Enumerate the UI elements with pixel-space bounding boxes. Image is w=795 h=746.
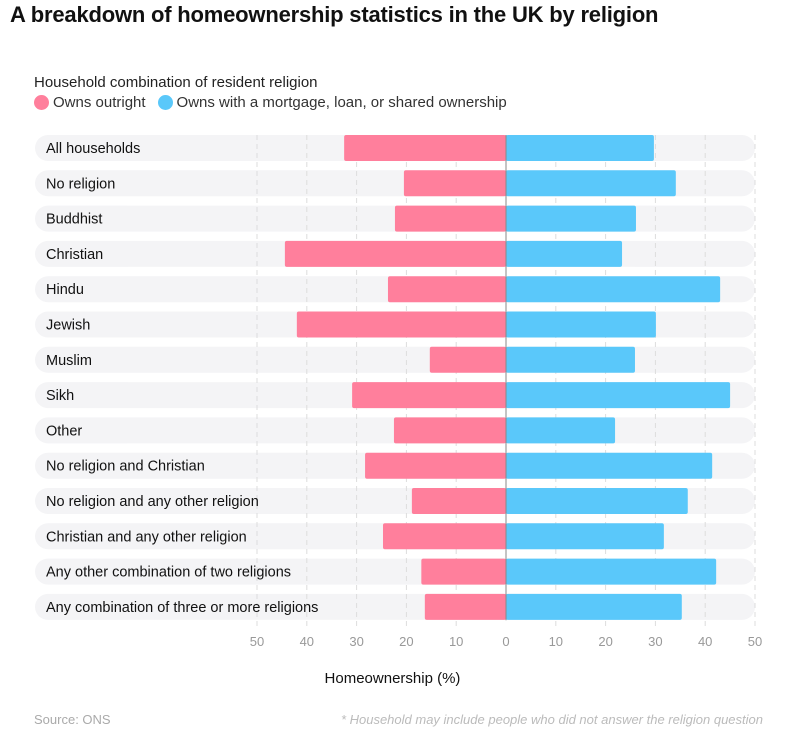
bar-owns-outright <box>284 240 506 267</box>
chart-subtitle: Household combination of resident religi… <box>34 74 318 91</box>
x-tick-label: 20 <box>598 634 612 649</box>
row-background <box>35 346 755 373</box>
bar-owns-mortgage <box>506 311 656 338</box>
x-axis-label-wrap: Homeownership (%) <box>0 670 795 687</box>
bar-owns-outright <box>393 417 506 444</box>
bar-owns-outright <box>352 382 506 409</box>
bar-owns-mortgage <box>506 452 713 479</box>
category-label: Buddhist <box>46 212 102 228</box>
category-label: Christian and any other religion <box>46 529 247 545</box>
bar-owns-mortgage <box>506 523 664 550</box>
legend: Owns outright Owns with a mortgage, loan… <box>34 94 507 111</box>
category-label: All households <box>46 141 140 157</box>
category-label: No religion and any other religion <box>46 494 259 510</box>
x-tick-label: 0 <box>502 634 509 649</box>
category-label: Jewish <box>46 318 90 334</box>
chart-plot: 50 40 30 20 10 0 10 20 30 40 50 All households No re… <box>35 135 762 649</box>
bar-owns-outright <box>394 205 506 232</box>
category-label: Christian <box>46 247 103 263</box>
footnote: * Household may include people who did n… <box>340 712 763 727</box>
category-label: Other <box>46 423 82 439</box>
x-tick-label: 30 <box>349 634 363 649</box>
category-label: Hindu <box>46 282 84 298</box>
bar-owns-mortgage <box>506 205 636 232</box>
x-tick-label: 50 <box>250 634 264 649</box>
bar-owns-outright <box>421 558 506 585</box>
bar-owns-mortgage <box>506 240 623 267</box>
x-axis-label: Homeownership (%) <box>324 670 461 687</box>
category-label: Muslim <box>46 353 92 369</box>
x-tick-label: 10 <box>449 634 463 649</box>
category-label: Any other combination of two religions <box>46 565 291 581</box>
bar-owns-outright <box>344 135 506 161</box>
bar-owns-mortgage <box>506 593 682 620</box>
x-tick-label: 40 <box>698 634 712 649</box>
category-label: No religion <box>46 176 115 192</box>
bar-owns-outright <box>387 276 506 303</box>
legend-label: Owns outright <box>53 94 146 111</box>
bar-owns-mortgage <box>506 346 635 373</box>
legend-item-outright: Owns outright <box>34 94 146 111</box>
x-tick-label: 50 <box>748 634 762 649</box>
legend-swatch-mortgage <box>157 95 173 110</box>
bar-owns-mortgage <box>506 170 676 197</box>
bar-owns-mortgage <box>506 276 721 303</box>
bar-owns-outright <box>296 311 506 338</box>
legend-label: Owns with a mortgage, loan, or shared ow… <box>176 94 507 111</box>
bar-owns-mortgage <box>506 382 731 409</box>
bar-owns-outright <box>411 488 506 514</box>
bar-owns-mortgage <box>506 488 688 514</box>
bar-owns-outright <box>365 452 506 479</box>
x-tick-label: 40 <box>300 634 314 649</box>
bar-owns-outright <box>382 523 506 550</box>
category-label: No religion and Christian <box>46 459 205 475</box>
x-tick-label: 30 <box>648 634 662 649</box>
bar-owns-outright <box>403 170 506 197</box>
legend-item-mortgage: Owns with a mortgage, loan, or shared ow… <box>157 94 507 111</box>
bar-owns-mortgage <box>506 558 717 585</box>
x-tick-label: 10 <box>549 634 563 649</box>
bar-owns-mortgage <box>506 135 654 161</box>
chart-title: A breakdown of homeownership statistics … <box>10 2 659 27</box>
category-label: Any combination of three or more religio… <box>46 600 318 616</box>
x-tick-label: 20 <box>399 634 413 649</box>
source: Source: ONS <box>34 712 111 727</box>
category-label: Sikh <box>46 388 74 404</box>
bar-owns-outright <box>429 346 506 373</box>
legend-swatch-outright <box>34 95 49 110</box>
bar-owns-mortgage <box>506 417 616 444</box>
bar-owns-outright <box>424 593 506 620</box>
